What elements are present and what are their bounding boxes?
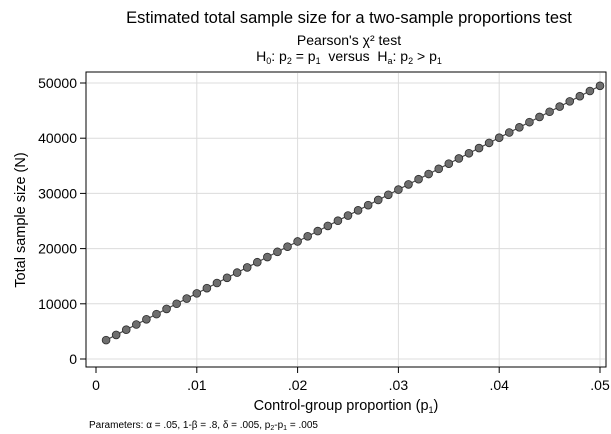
- data-point: [252, 257, 262, 267]
- y-tick-label: 30000: [38, 185, 77, 201]
- data-point: [172, 299, 181, 309]
- data-point: [111, 330, 121, 340]
- data-point: [293, 237, 302, 246]
- data-point: [575, 91, 585, 101]
- x-tick-label: .01: [187, 377, 207, 393]
- data-point: [192, 289, 202, 298]
- data-point: [273, 247, 282, 257]
- y-tick-label: 20000: [38, 241, 77, 257]
- data-point: [545, 107, 554, 117]
- data-point: [182, 294, 192, 303]
- data-point: [565, 97, 575, 106]
- data-point: [454, 154, 464, 163]
- data-point: [424, 169, 433, 179]
- series-points: [101, 81, 605, 345]
- data-point: [434, 164, 444, 174]
- data-point: [121, 325, 131, 334]
- data-point: [222, 273, 232, 283]
- axes: 0 .01 .02 .03 .04 .05 0 10000 20000 30000 40000 500…: [38, 75, 610, 393]
- x-tick-label: .05: [590, 377, 610, 393]
- data-point: [404, 180, 413, 189]
- x-axis-label: Control-group proportion (p1): [254, 398, 439, 415]
- data-point: [464, 148, 474, 158]
- data-point: [303, 231, 312, 241]
- data-point: [585, 86, 595, 96]
- data-point: [494, 133, 504, 143]
- x-tick-label: .03: [389, 377, 409, 393]
- data-point: [212, 278, 222, 288]
- data-point: [232, 268, 242, 277]
- x-tick-label: .02: [288, 377, 308, 393]
- y-tick-label: 40000: [38, 130, 77, 146]
- data-point: [142, 315, 151, 324]
- data-point: [384, 190, 393, 200]
- data-point: [162, 304, 171, 314]
- data-point: [132, 320, 141, 329]
- data-point: [525, 117, 534, 127]
- data-point: [444, 159, 454, 168]
- data-point: [202, 283, 212, 293]
- data-point: [343, 211, 353, 220]
- data-point: [101, 335, 111, 345]
- chart-subtitle-test: Pearson's χ² test: [297, 32, 401, 48]
- data-point: [353, 206, 363, 215]
- chart-subtitle-hypotheses: H0: p2 = p1 versus Ha: p2 > p1: [256, 48, 442, 66]
- x-tick-label: .04: [489, 377, 509, 393]
- data-point: [333, 216, 343, 226]
- data-point: [242, 263, 252, 272]
- data-point: [263, 252, 272, 262]
- plot-area: [85, 71, 607, 368]
- x-tick-label: 0: [92, 377, 100, 393]
- data-point: [394, 185, 403, 194]
- data-point: [323, 221, 333, 231]
- y-tick-label: 0: [69, 351, 77, 367]
- data-point: [283, 242, 292, 251]
- data-point: [313, 226, 323, 236]
- y-tick-label: 50000: [38, 75, 77, 91]
- y-tick-label: 10000: [38, 296, 77, 312]
- data-point: [474, 143, 484, 153]
- data-point: [595, 81, 605, 91]
- data-point: [414, 174, 423, 184]
- data-point: [504, 128, 514, 137]
- data-point: [515, 123, 524, 132]
- data-point: [484, 138, 494, 148]
- data-point: [152, 309, 161, 319]
- data-point: [373, 195, 383, 205]
- y-axis-label: Total sample size (N): [13, 152, 29, 287]
- parameters-note: Parameters: α = .05, 1-β = .8, δ = .005,…: [89, 420, 318, 432]
- data-point: [555, 102, 564, 111]
- chart-title: Estimated total sample size for a two-sa…: [126, 9, 572, 27]
- data-point: [363, 200, 373, 210]
- data-point: [535, 112, 544, 122]
